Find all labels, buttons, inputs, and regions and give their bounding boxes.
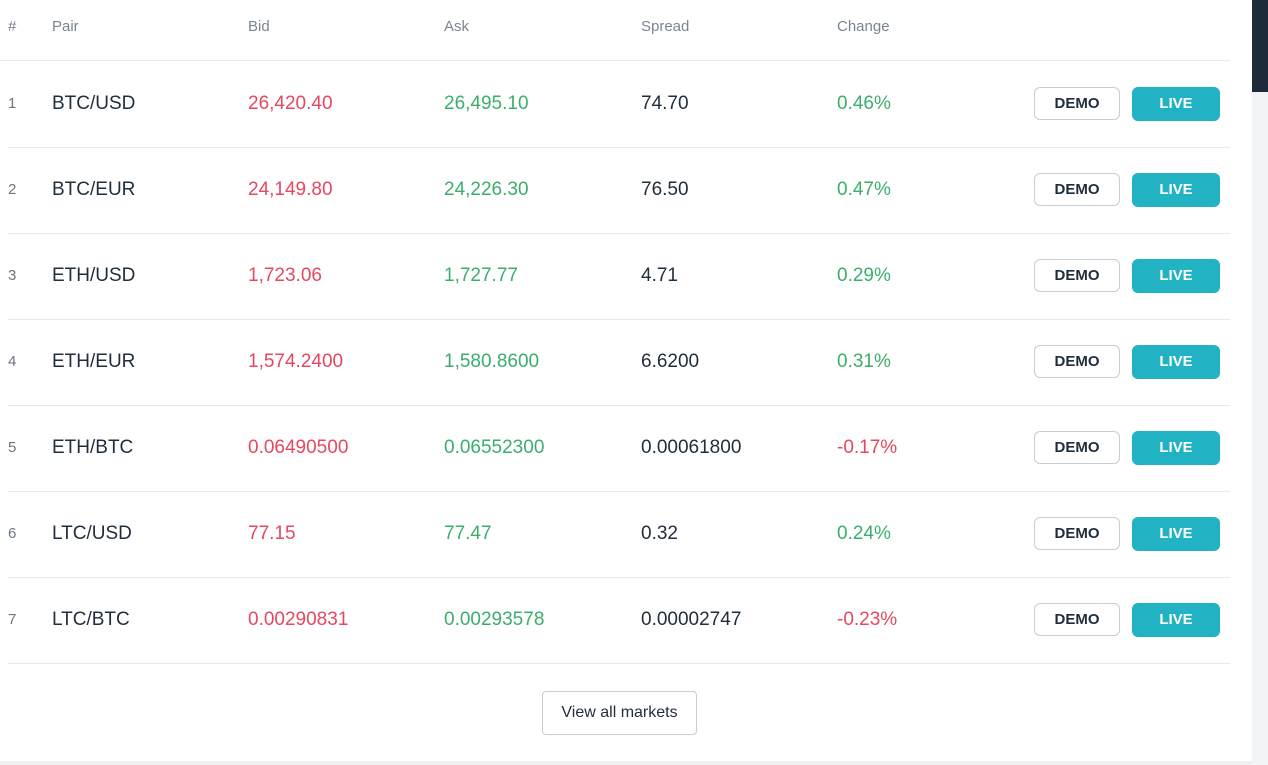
ask-price: 24,226.30 (444, 179, 529, 200)
markets-table-header: # Pair Bid Ask Spread Change (0, 0, 1230, 61)
table-row: 6 LTC/USD 77.15 77.47 0.32 0.24% DEMO LIVE (8, 491, 1230, 578)
row-index: 5 (8, 439, 17, 456)
demo-button[interactable]: DEMO (1034, 517, 1120, 550)
ask-price: 0.06552300 (444, 437, 545, 458)
live-button[interactable]: LIVE (1132, 431, 1220, 465)
spread-value: 76.50 (641, 179, 689, 200)
table-row: 3 ETH/USD 1,723.06 1,727.77 4.71 0.29% DEMO LIV… (8, 233, 1230, 320)
ask-price: 1,727.77 (444, 265, 518, 286)
change-percent: 0.46% (837, 93, 891, 114)
ask-price: 1,580.8600 (444, 351, 540, 372)
table-row: 7 LTC/BTC 0.00290831 0.00293578 0.00002747 -0… (8, 577, 1230, 664)
scrollbar-track[interactable] (1252, 0, 1268, 765)
pair-name: ETH/BTC (52, 437, 134, 458)
pair-name: LTC/BTC (52, 609, 130, 630)
table-row: 4 ETH/EUR 1,574.2400 1,580.8600 6.6200 0.31% D… (8, 319, 1230, 406)
change-percent: -0.23% (837, 609, 898, 630)
row-index: 3 (8, 267, 17, 284)
spread-value: 6.6200 (641, 351, 700, 372)
pair-name: ETH/EUR (52, 351, 136, 372)
live-button[interactable]: LIVE (1132, 87, 1220, 121)
column-header-change: Change (837, 18, 890, 35)
spread-value: 0.00002747 (641, 609, 742, 630)
ask-price: 26,495.10 (444, 93, 529, 114)
bid-price: 26,420.40 (248, 93, 333, 114)
column-header-ask: Ask (444, 18, 470, 35)
scrollbar-thumb[interactable] (1252, 0, 1268, 92)
change-percent: -0.17% (837, 437, 898, 458)
change-percent: 0.31% (837, 351, 891, 372)
view-all-markets-button[interactable]: View all markets (542, 691, 697, 735)
live-button[interactable]: LIVE (1132, 345, 1220, 379)
table-row: 1 BTC/USD 26,420.40 26,495.10 74.70 0.46% DEMO… (8, 61, 1230, 148)
row-index: 2 (8, 181, 17, 198)
change-percent: 0.29% (837, 265, 891, 286)
change-percent: 0.24% (837, 523, 891, 544)
pair-name: BTC/EUR (52, 179, 136, 200)
change-percent: 0.47% (837, 179, 891, 200)
bid-price: 0.06490500 (248, 437, 349, 458)
table-row: 2 BTC/EUR 24,149.80 24,226.30 76.50 0.47% DEMO… (8, 147, 1230, 234)
live-button[interactable]: LIVE (1132, 173, 1220, 207)
row-index: 6 (8, 525, 17, 542)
bid-price: 24,149.80 (248, 179, 333, 200)
bid-price: 0.00290831 (248, 609, 349, 630)
panel-bottom-edge (0, 761, 1252, 765)
row-index: 1 (8, 95, 17, 112)
bid-price: 1,723.06 (248, 265, 322, 286)
bid-price: 1,574.2400 (248, 351, 344, 372)
row-index: 7 (8, 611, 17, 628)
demo-button[interactable]: DEMO (1034, 345, 1120, 378)
ask-price: 0.00293578 (444, 609, 545, 630)
spread-value: 0.00061800 (641, 437, 742, 458)
spread-value: 0.32 (641, 523, 678, 544)
bid-price: 77.15 (248, 523, 296, 544)
spread-value: 74.70 (641, 93, 689, 114)
live-button[interactable]: LIVE (1132, 603, 1220, 637)
column-header-pair: Pair (52, 18, 79, 35)
demo-button[interactable]: DEMO (1034, 603, 1120, 636)
demo-button[interactable]: DEMO (1034, 259, 1120, 292)
live-button[interactable]: LIVE (1132, 517, 1220, 551)
demo-button[interactable]: DEMO (1034, 173, 1120, 206)
column-header-spread: Spread (641, 18, 690, 35)
live-button[interactable]: LIVE (1132, 259, 1220, 293)
pair-name: BTC/USD (52, 93, 136, 114)
column-header-index: # (8, 18, 17, 35)
row-index: 4 (8, 353, 17, 370)
column-header-bid: Bid (248, 18, 270, 35)
ask-price: 77.47 (444, 523, 492, 544)
demo-button[interactable]: DEMO (1034, 87, 1120, 120)
table-row: 5 ETH/BTC 0.06490500 0.06552300 0.00061800 -0… (8, 405, 1230, 492)
pair-name: LTC/USD (52, 523, 132, 544)
pair-name: ETH/USD (52, 265, 136, 286)
demo-button[interactable]: DEMO (1034, 431, 1120, 464)
spread-value: 4.71 (641, 265, 678, 286)
